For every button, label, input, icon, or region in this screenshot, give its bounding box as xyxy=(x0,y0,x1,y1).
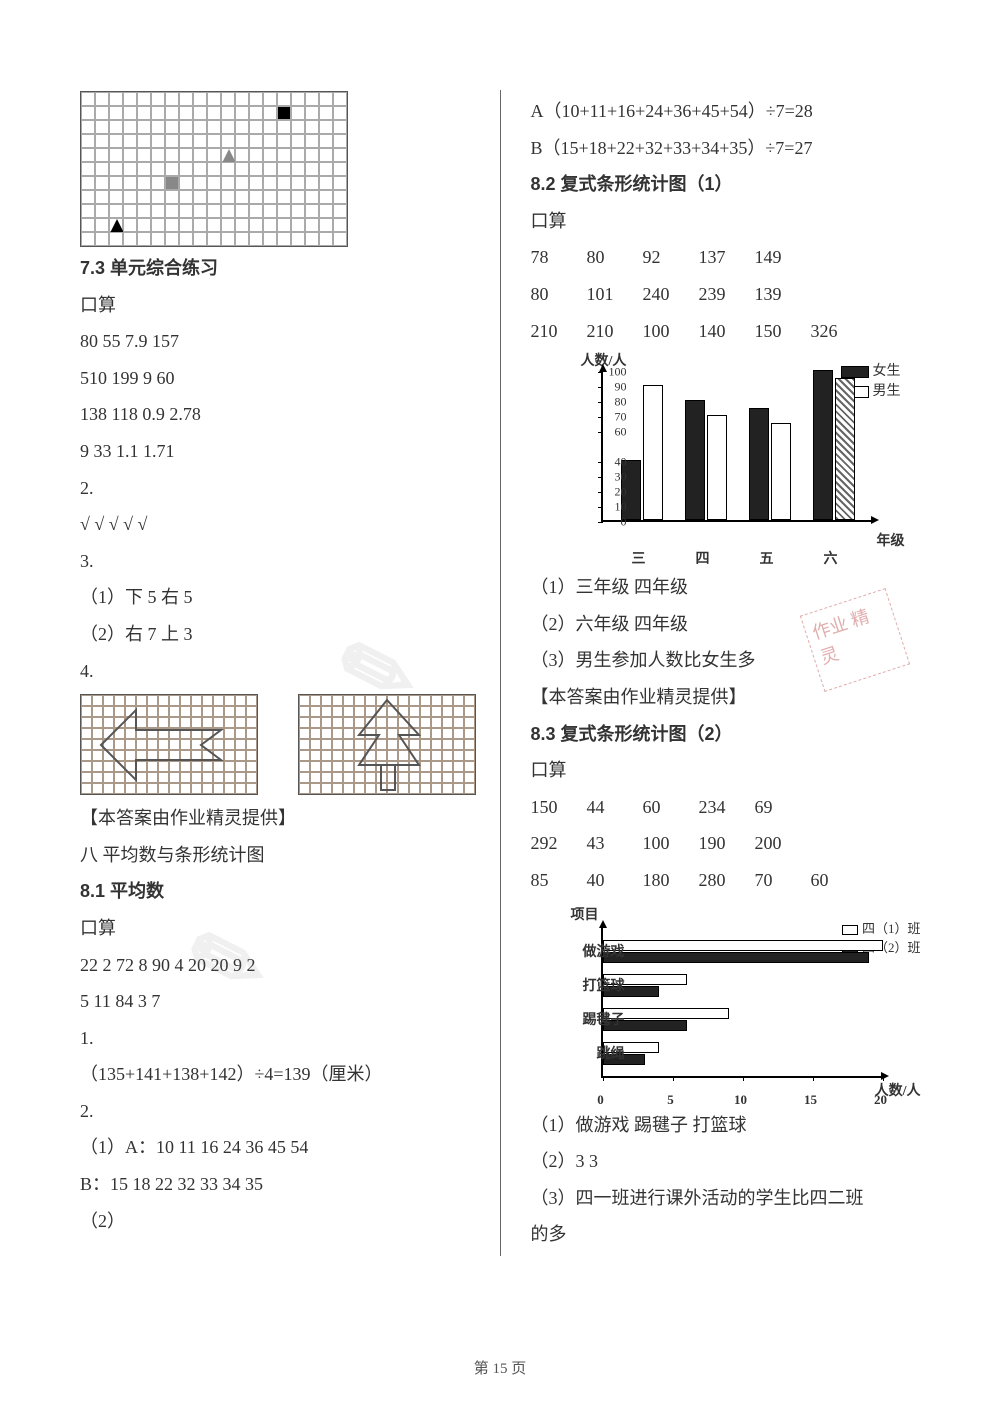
legend-boy: 男生 xyxy=(873,384,901,399)
B-line: B（15+18+22+32+33+34+35）÷7=27 xyxy=(531,133,931,164)
chapter-8-title: 八 平均数与条形统计图 xyxy=(80,840,480,871)
kousuan-label-83: 口算 xyxy=(531,755,931,786)
section-7-3-title: 7.3 单元综合练习 xyxy=(80,253,480,284)
kousuan-row: 9 33 1.1 1.71 xyxy=(80,436,480,467)
kousuan-row: 85401802807060 xyxy=(531,865,931,896)
section-8-1-title: 8.1 平均数 xyxy=(80,876,480,907)
grid-c-tree xyxy=(298,694,476,795)
q81-1: （135+141+138+142）÷4=139（厘米） xyxy=(80,1059,480,1090)
q83-2: （2）3 3 xyxy=(531,1146,931,1177)
kousuan-row: 210210100140150326 xyxy=(531,316,931,347)
A-line: A（10+11+16+24+36+45+54）÷7=28 xyxy=(531,96,931,127)
q82-3: （3）男生参加人数比女生多 xyxy=(531,645,931,676)
chart1-plot xyxy=(601,372,871,522)
section-8-2-title: 8.2 复式条形统计图（1） xyxy=(531,169,931,200)
q81-2-B: B：15 18 22 32 33 34 35 xyxy=(80,1169,480,1200)
kousuan-row: 5 11 84 3 7 xyxy=(80,986,480,1017)
q83-1: （1）做游戏 踢毽子 打篮球 xyxy=(531,1110,931,1141)
q2-checks: √ √ √ √ √ xyxy=(80,509,480,540)
q81-2-2: （2） xyxy=(80,1206,480,1237)
q3-1: （1）下 5 右 5 xyxy=(80,582,480,613)
kousuan-row: 22 2 72 8 90 4 20 20 9 2 xyxy=(80,950,480,981)
left-column: 7.3 单元综合练习 口算 80 55 7.9 157 510 199 9 60 1… xyxy=(80,90,501,1256)
q3-label: 3. xyxy=(80,546,480,577)
grid-figure-top xyxy=(80,91,348,247)
q83-3b: 的多 xyxy=(531,1219,931,1250)
q83-3a: （3）四一班进行课外活动的学生比四二班 xyxy=(531,1183,931,1214)
grid-a xyxy=(80,91,348,247)
right-column: A（10+11+16+24+36+45+54）÷7=28 B（15+18+22+… xyxy=(521,90,931,1256)
kousuan-row: 510 199 9 60 xyxy=(80,363,480,394)
q82-1: （1）三年级 四年级 xyxy=(531,572,931,603)
kousuan-row: 80101240239139 xyxy=(531,279,931,310)
kousuan-8-1-rows: 22 2 72 8 90 4 20 20 9 2 5 11 84 3 7 xyxy=(80,950,480,1017)
page-footer: 第 15 页 xyxy=(0,1357,1000,1378)
kousuan-row: 80 55 7.9 157 xyxy=(80,326,480,357)
stamp-watermark: 作业 精灵 xyxy=(800,588,910,692)
kousuan-row: 29243100190200 xyxy=(531,828,931,859)
q81-2-1: （1）A：10 11 16 24 36 45 54 xyxy=(80,1132,480,1163)
q2-label: 2. xyxy=(80,473,480,504)
kousuan-7-3-rows: 80 55 7.9 157 510 199 9 60 138 118 0.9 2.7… xyxy=(80,326,480,466)
q3-2: （2）右 7 上 3 xyxy=(80,619,480,650)
kousuan-row: 150446023469 xyxy=(531,792,931,823)
kousuan-label: 口算 xyxy=(80,290,480,321)
kousuan-label-82: 口算 xyxy=(531,206,931,237)
kousuan-8-2-rows: 788092137149 80101240239139 21021010014015… xyxy=(531,242,931,346)
q82-2: （2）六年级 四年级 xyxy=(531,609,931,640)
grid-figure-pair xyxy=(80,694,480,795)
chart2-plot xyxy=(601,928,881,1078)
section-8-3-title: 8.3 复式条形统计图（2） xyxy=(531,719,931,750)
legend-girl: 女生 xyxy=(873,364,901,379)
q81-2-label: 2. xyxy=(80,1096,480,1127)
chart2-ylabel: 项目 xyxy=(571,904,599,924)
chart-8-2-grouped-bar: 人数/人 女生 男生 年级 01020304060708090100三四五六 xyxy=(541,354,901,564)
grid-b-arrow xyxy=(80,694,258,795)
chart1-xlabel: 年级 xyxy=(877,530,905,550)
kousuan-label-81: 口算 xyxy=(80,913,480,944)
credit-left: 【本答案由作业精灵提供】 xyxy=(80,803,480,834)
kousuan-row: 788092137149 xyxy=(531,242,931,273)
kousuan-8-3-rows: 150446023469 29243100190200 85401802807060 xyxy=(531,792,931,896)
q81-1-label: 1. xyxy=(80,1023,480,1054)
q4-label: 4. xyxy=(80,656,480,687)
credit-right: 【本答案由作业精灵提供】 xyxy=(531,682,931,713)
kousuan-row: 138 118 0.9 2.78 xyxy=(80,399,480,430)
chart-8-3-horizontal-bar: 项目 四（1）班 四（2）班 人数/人 05101520做游戏打篮球踢毽子跳绳 xyxy=(531,904,911,1104)
